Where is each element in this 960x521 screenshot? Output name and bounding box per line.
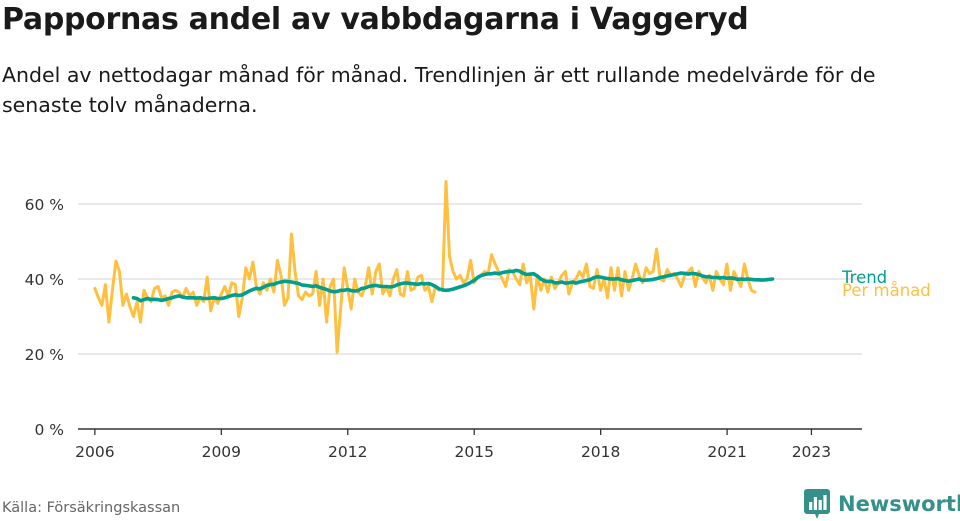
x-tick-label: 2018 — [581, 443, 620, 461]
source-note: Källa: Försäkringskassan — [2, 500, 181, 516]
newsworthy-brand: Newsworthy — [804, 487, 960, 521]
legend-label-per-manad: Per månad — [842, 281, 931, 300]
newsworthy-logo-icon — [804, 489, 830, 519]
brand-name: Newsworthy — [838, 492, 960, 516]
series-line-trend — [131, 268, 775, 303]
chart-subtitle: Andel av nettodagar månad för månad. Tre… — [2, 63, 876, 117]
x-axis: 2006 2009 2012 2015 2018 2021 2023 — [75, 428, 862, 461]
series-lines — [93, 180, 775, 354]
chart-title: Pappornas andel av vabbdagarna i Vaggery… — [2, 2, 749, 37]
x-tick-label: 2015 — [454, 443, 493, 461]
y-tick-label: 40 % — [25, 271, 64, 289]
y-tick-label: 20 % — [25, 346, 64, 364]
x-tick-label: 2012 — [328, 443, 367, 461]
legend-label-trend: Trend — [841, 268, 887, 287]
y-tick-label: 60 % — [25, 196, 64, 214]
x-tick-label: 2023 — [792, 443, 831, 461]
y-tick-label: 0 % — [34, 421, 64, 439]
x-tick-label: 2021 — [707, 443, 746, 461]
y-axis: 0 % 20 % 40 % 60 % — [25, 196, 64, 439]
series-line-per-manad — [93, 180, 757, 354]
x-tick-label: 2006 — [75, 443, 114, 461]
x-tick-label: 2009 — [202, 443, 241, 461]
